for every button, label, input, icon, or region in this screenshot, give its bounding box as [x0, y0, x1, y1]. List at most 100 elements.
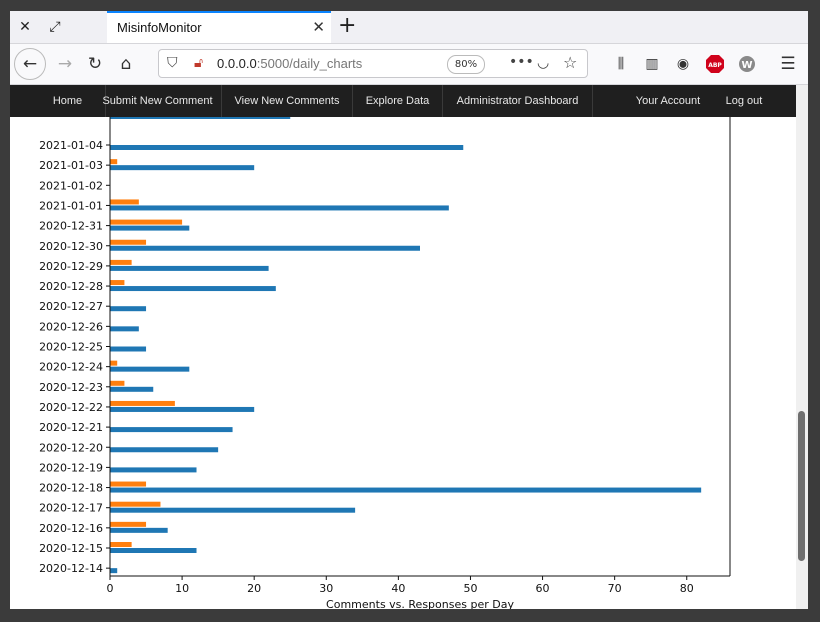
bar-responses	[110, 159, 118, 165]
y-tick-label: 2020-12-28	[39, 280, 103, 293]
x-tick-label: 0	[107, 582, 114, 595]
y-tick-label: 2021-01-04	[39, 139, 103, 152]
bar-comments	[110, 326, 139, 332]
y-tick-label: 2021-01-03	[39, 159, 103, 172]
address-bar[interactable]: ⛉ 🔓︎ 0.0.0.0:5000/daily_charts 80% ••• ◡…	[158, 49, 588, 78]
vertical-scrollbar[interactable]	[796, 85, 808, 609]
bar-comments	[110, 568, 118, 574]
x-tick-label: 30	[319, 582, 333, 595]
bar-responses	[110, 521, 147, 527]
account-icon[interactable]: ◉	[676, 56, 690, 72]
x-tick-label: 60	[536, 582, 550, 595]
bar-comments	[110, 507, 356, 513]
page-content: 2021-01-04 2021-01-03 2021-01-02 2021-01-01…	[10, 117, 796, 609]
bar-comments	[110, 366, 190, 372]
y-tick-label: 2020-12-15	[39, 542, 103, 555]
nav-administrator-dashboard[interactable]: Administrator Dashboard	[443, 85, 593, 117]
x-tick-label: 50	[463, 582, 477, 595]
x-tick-label: 70	[608, 582, 622, 595]
zoom-level[interactable]: 80%	[447, 55, 485, 74]
bar-comments	[110, 548, 197, 553]
y-tick-label: 2020-12-16	[39, 522, 103, 535]
bookmark-star-icon[interactable]: ☆	[563, 53, 578, 72]
daily-bar-chart: 2021-01-04 2021-01-03 2021-01-02 2021-01-01…	[39, 117, 731, 609]
nav-explore-data[interactable]: Explore Data	[353, 85, 443, 117]
pocket-icon[interactable]: ◡	[537, 55, 550, 71]
x-tick-label: 80	[680, 582, 694, 595]
bar-comments	[110, 205, 449, 211]
more-actions-icon[interactable]: •••	[509, 54, 534, 70]
extension-w-icon[interactable]: W	[736, 53, 758, 75]
x-tick-label: 20	[247, 582, 261, 595]
svg-text:W: W	[741, 60, 752, 71]
bar-comments	[110, 427, 233, 433]
clipped-bar	[110, 117, 291, 119]
nav-log-out[interactable]: Log out	[725, 95, 763, 107]
y-tick-label: 2020-12-20	[39, 441, 103, 454]
y-tick-label: 2020-12-17	[39, 502, 103, 515]
bar-comments	[110, 145, 464, 150]
close-tab-icon[interactable]: ✕	[312, 18, 325, 36]
y-tick-label: 2020-12-24	[39, 361, 103, 374]
bar-comments	[110, 406, 255, 412]
navigation-toolbar: ← → ↻ ⌂ ⛉ 🔓︎ 0.0.0.0:5000/daily_charts 8…	[10, 44, 808, 85]
close-window-icon[interactable]: ✕	[19, 19, 31, 35]
bar-responses	[110, 380, 125, 386]
bar-comments	[110, 265, 269, 271]
url-text[interactable]: 0.0.0.0:5000/daily_charts	[217, 56, 362, 71]
browser-window: ✕ ⤢ MisinfoMonitor ✕ + ← → ↻ ⌂ ⛉ 🔓︎ 0.0.…	[10, 11, 808, 609]
bar-comments	[110, 306, 147, 312]
y-tick-label: 2020-12-25	[39, 341, 103, 354]
y-tick-label: 2020-12-30	[39, 240, 103, 253]
site-navbar: Home Submit New Comment View New Comment…	[10, 85, 796, 117]
new-tab-icon[interactable]: +	[338, 13, 357, 38]
y-tick-label: 2020-12-19	[39, 461, 103, 474]
bar-responses	[110, 360, 118, 366]
bar-comments	[110, 346, 147, 352]
y-tick-label: 2020-12-29	[39, 260, 103, 273]
bar-responses	[110, 542, 132, 547]
bar-responses	[110, 501, 161, 507]
library-icon[interactable]: ⫼	[617, 56, 625, 72]
bar-responses	[110, 199, 139, 205]
y-tick-label: 2021-01-02	[39, 179, 103, 192]
y-tick-label: 2020-12-26	[39, 320, 103, 333]
bar-comments	[110, 386, 154, 392]
y-tick-label: 2020-12-18	[39, 482, 103, 495]
shield-icon[interactable]: ⛉	[167, 55, 178, 71]
bar-comments	[110, 245, 420, 251]
bar-responses	[110, 259, 132, 265]
reload-icon[interactable]: ↻	[87, 54, 103, 74]
tab-title: MisinfoMonitor	[117, 20, 202, 35]
sidebar-icon[interactable]: ▥	[645, 56, 659, 72]
menu-icon[interactable]: ☰	[780, 54, 796, 74]
y-tick-label: 2020-12-23	[39, 381, 103, 394]
adblock-icon[interactable]: ABP	[704, 53, 726, 75]
y-tick-label: 2020-12-21	[39, 421, 103, 434]
tab-strip: ✕ ⤢ MisinfoMonitor ✕ +	[10, 11, 808, 44]
x-tick-label: 40	[391, 582, 405, 595]
bar-comments	[110, 225, 190, 231]
svg-text:ABP: ABP	[708, 62, 722, 69]
y-tick-label: 2020-12-31	[39, 220, 103, 233]
back-icon[interactable]: ←	[14, 48, 46, 80]
forward-icon[interactable]: →	[57, 54, 73, 74]
nav-submit-new-comment[interactable]: Submit New Comment	[94, 85, 222, 117]
url-path: :5000/daily_charts	[256, 56, 363, 71]
bar-comments	[110, 165, 255, 171]
nav-view-new-comments[interactable]: View New Comments	[222, 85, 353, 117]
y-tick-label: 2020-12-14	[39, 562, 103, 575]
x-axis-label: Comments vs. Responses per Day	[326, 598, 514, 609]
bar-responses	[110, 219, 183, 225]
nav-home[interactable]: Home	[30, 85, 106, 117]
scrollbar-thumb[interactable]	[798, 411, 805, 561]
y-tick-label: 2020-12-22	[39, 401, 103, 414]
insecure-lock-icon[interactable]: 🔓︎	[194, 55, 204, 71]
home-icon[interactable]: ⌂	[120, 54, 132, 74]
fullscreen-icon[interactable]: ⤢	[49, 19, 61, 35]
x-tick-label: 10	[175, 582, 189, 595]
y-tick-label: 2020-12-27	[39, 300, 103, 313]
bar-comments	[110, 467, 197, 473]
browser-tab[interactable]: MisinfoMonitor ✕	[107, 11, 331, 43]
nav-your-account[interactable]: Your Account	[635, 95, 701, 107]
